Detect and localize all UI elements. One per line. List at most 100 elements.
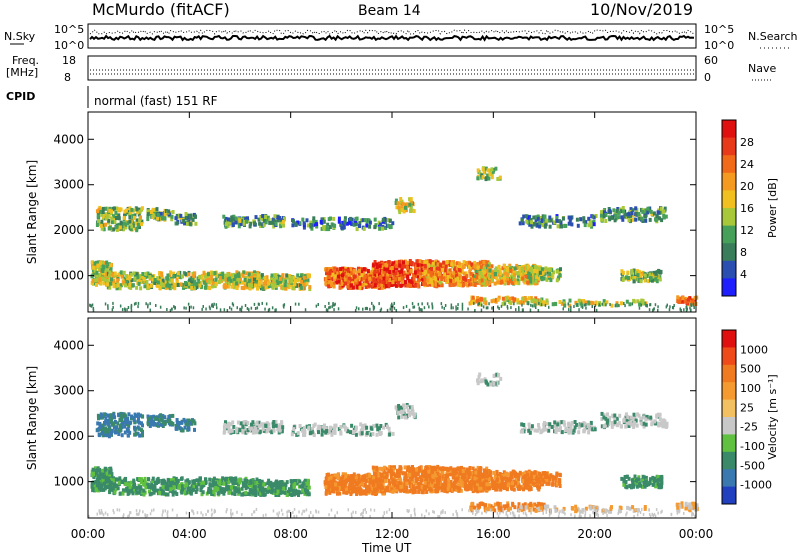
power-cell bbox=[518, 300, 522, 305]
nsky-trace bbox=[89, 34, 695, 42]
power-cell bbox=[623, 302, 625, 305]
velocity-cell bbox=[117, 480, 121, 485]
velocity-cell bbox=[177, 485, 181, 490]
power-cell bbox=[378, 279, 382, 284]
velocity-cell bbox=[192, 484, 196, 489]
power-cell bbox=[183, 221, 187, 226]
velocity-cell bbox=[204, 477, 207, 482]
velocity-cell bbox=[150, 418, 154, 423]
power-cell bbox=[499, 271, 503, 276]
power-cell bbox=[657, 309, 659, 312]
power-cell bbox=[539, 298, 542, 303]
power-cell bbox=[615, 301, 619, 306]
velocity-cell bbox=[147, 477, 151, 482]
power-cell bbox=[423, 271, 427, 276]
power-cell bbox=[654, 271, 658, 276]
power-cell bbox=[659, 269, 663, 274]
power-cell bbox=[652, 309, 654, 312]
power-cell bbox=[429, 272, 433, 277]
velocity-cell bbox=[228, 485, 232, 490]
power-cell bbox=[138, 274, 142, 279]
power-cell bbox=[375, 262, 379, 267]
power-cell bbox=[524, 214, 528, 219]
power-cell bbox=[646, 206, 650, 211]
power-cell bbox=[406, 276, 410, 281]
power-cell bbox=[570, 305, 572, 309]
velocity-cell bbox=[208, 482, 212, 487]
power-cell bbox=[587, 223, 591, 228]
power-cell bbox=[503, 271, 507, 276]
power-cell bbox=[501, 277, 504, 282]
power-cell bbox=[224, 224, 228, 229]
power-cell bbox=[90, 281, 94, 286]
power-cell bbox=[481, 175, 485, 180]
power-cell bbox=[276, 218, 280, 223]
power-cell bbox=[357, 266, 360, 271]
power-cell bbox=[381, 226, 385, 231]
power-cell bbox=[325, 277, 329, 282]
velocity-cell bbox=[234, 477, 238, 482]
power-cell bbox=[411, 302, 414, 306]
power-cell bbox=[456, 279, 460, 284]
power-cell bbox=[520, 218, 524, 223]
power-cell bbox=[175, 277, 179, 282]
power-cell bbox=[225, 284, 229, 289]
power-cell bbox=[605, 303, 607, 307]
power-cell bbox=[173, 286, 177, 291]
power-cell bbox=[473, 275, 477, 280]
colorbar-tick-label: 12 bbox=[740, 224, 754, 237]
power-cell bbox=[149, 308, 151, 312]
power-cell bbox=[640, 303, 643, 307]
power-cell bbox=[281, 219, 285, 224]
velocity-cell bbox=[253, 430, 257, 435]
power-cell bbox=[200, 284, 204, 289]
power-cell bbox=[244, 304, 247, 307]
power-cell bbox=[271, 306, 274, 310]
velocity-cell bbox=[125, 420, 129, 425]
power-cell bbox=[448, 260, 452, 265]
power-cell bbox=[253, 270, 257, 275]
power-cell bbox=[213, 302, 215, 306]
velocity-cell bbox=[183, 425, 187, 430]
velocity-cell bbox=[210, 478, 214, 482]
power-cell bbox=[488, 268, 492, 273]
colorbar-swatch bbox=[722, 278, 736, 297]
velocity-cell bbox=[240, 486, 244, 491]
power-cell bbox=[202, 271, 206, 276]
power-cell bbox=[498, 307, 500, 310]
velocity-cell bbox=[112, 421, 115, 426]
power-cell bbox=[326, 222, 330, 227]
power-cell bbox=[248, 278, 252, 283]
power-cell bbox=[560, 224, 563, 229]
power-cell bbox=[644, 214, 647, 219]
power-cell bbox=[184, 281, 187, 285]
y-tick-label: 3000 bbox=[53, 178, 84, 192]
power-cell bbox=[155, 304, 157, 307]
power-cell bbox=[365, 306, 368, 310]
power-cell bbox=[107, 218, 111, 223]
power-cell bbox=[473, 301, 475, 305]
power-cell bbox=[679, 307, 681, 311]
velocity-cell bbox=[274, 423, 278, 428]
power-cell bbox=[425, 276, 429, 281]
power-cell bbox=[416, 263, 420, 268]
power-cell bbox=[456, 276, 460, 281]
power-cell bbox=[371, 301, 373, 305]
power-cell bbox=[145, 274, 149, 279]
velocity-cell bbox=[185, 422, 189, 427]
power-cell bbox=[364, 281, 368, 286]
velocity-cell bbox=[159, 486, 163, 491]
power-cell bbox=[644, 208, 648, 213]
velocity-cell bbox=[116, 421, 120, 426]
power-cell bbox=[407, 278, 411, 283]
power-cell bbox=[417, 278, 420, 283]
velocity-cell bbox=[283, 486, 287, 491]
velocity-cell bbox=[193, 421, 197, 426]
velocity-cell bbox=[101, 478, 105, 483]
power-cell bbox=[101, 214, 105, 219]
power-cell bbox=[486, 173, 490, 178]
velocity-cell bbox=[103, 421, 106, 425]
power-cell bbox=[468, 301, 472, 306]
power-cell bbox=[503, 263, 507, 268]
power-cell bbox=[520, 266, 524, 271]
